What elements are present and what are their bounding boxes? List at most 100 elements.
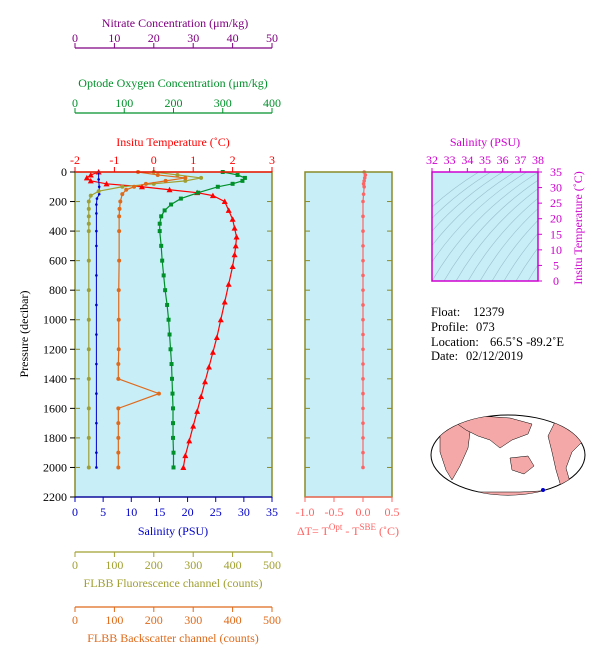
ts-density-contour <box>515 247 538 281</box>
pressure-axis-title: Pressure (decibar) <box>17 291 31 378</box>
salinity-point <box>95 451 98 454</box>
temperature-point <box>231 251 238 258</box>
oxygen-point <box>170 391 175 396</box>
backscatter-point <box>120 192 125 197</box>
oxygen-point <box>168 347 173 352</box>
salinity-point <box>95 392 98 395</box>
fluorescence-point <box>120 184 125 189</box>
salinity-point <box>95 362 98 366</box>
ts-temperature-tick-label: 20 <box>550 212 562 226</box>
oxygen-point <box>165 302 170 307</box>
ts-temperature-tick-label: 15 <box>550 227 562 241</box>
fluorescence-point <box>86 258 91 263</box>
delta-t-point <box>361 273 365 278</box>
oxygen-point <box>170 376 175 381</box>
ts-salinity-axis: 32 33 34 35 36 37 38 <box>426 153 544 172</box>
ts-density-contour <box>503 232 538 281</box>
fluorescence-point <box>86 199 91 204</box>
salinity-point <box>97 192 101 196</box>
fluorescence-point <box>86 406 91 411</box>
salinity-axis-tick-label: 35 <box>266 505 278 519</box>
ts-salinity-tick-label: 32 <box>426 153 438 167</box>
ts-salinity-axis-title: Salinity (PSU) <box>450 135 520 149</box>
fluorescence-point <box>86 221 91 226</box>
ts-temperature-axis-title: Insitu Temperature (˚C) <box>571 171 585 285</box>
backscatter-point <box>116 435 121 440</box>
oxygen-point <box>160 258 165 263</box>
salinity-point <box>97 178 100 181</box>
delta-t-point <box>361 465 365 470</box>
temperature-point <box>87 177 94 184</box>
oxygen-point <box>163 288 168 293</box>
fluorescence-point <box>86 206 91 211</box>
fluorescence-point <box>86 229 91 234</box>
temperature-point <box>103 180 110 187</box>
ts-density-contour <box>527 264 538 281</box>
fluorescence-point <box>86 465 91 470</box>
temperature-point <box>138 183 145 190</box>
date-label: Date: <box>431 349 458 363</box>
fluorescence-axis-tick-label: 500 <box>263 558 281 572</box>
temperature-axis-tick-label: 2 <box>230 153 236 167</box>
delta-t-label-part1: ΔT= T <box>297 524 330 538</box>
salinity-point <box>95 203 98 206</box>
salinity-point <box>95 244 98 248</box>
delta-t-point <box>361 258 365 263</box>
temperature-point <box>180 464 187 470</box>
ts-density-contour <box>432 172 504 232</box>
backscatter-line <box>117 171 186 468</box>
oxygen-point <box>171 465 176 470</box>
backscatter-axis-tick-label: 200 <box>145 613 163 627</box>
temperature-point <box>225 207 232 213</box>
oxygen-point <box>242 175 247 180</box>
delta-t-point <box>361 406 365 411</box>
temperature-point <box>198 393 205 400</box>
oxygen-point <box>171 406 176 411</box>
delta-t-axis-title: ΔT= TOpt - TSBE (˚C) <box>297 522 399 538</box>
pressure-tick-label: 600 <box>49 254 67 268</box>
fluorescence-axis-tick-label: 100 <box>105 558 123 572</box>
profile-series <box>83 169 247 470</box>
pressure-axis: 0 200 400 600 800 1000 1200 1400 1600 1800 2000 220… <box>43 165 75 504</box>
oxygen-point <box>161 273 166 278</box>
delta-t-point <box>361 436 365 440</box>
temperature-point <box>202 378 209 385</box>
backscatter-point <box>116 450 121 455</box>
temperature-point <box>87 171 94 178</box>
delta-t-point <box>362 184 366 189</box>
pressure-tick-label: 1600 <box>43 401 67 415</box>
backscatter-axis-tick-label: 400 <box>224 613 242 627</box>
fluorescence-point <box>86 347 91 352</box>
ts-density-contour <box>479 208 538 281</box>
salinity-point <box>95 466 98 469</box>
fluorescence-point <box>86 317 91 322</box>
pressure-tick-label: 1400 <box>43 372 67 386</box>
map-land-eurasia <box>451 415 533 449</box>
backscatter-point <box>132 184 137 189</box>
backscatter-point <box>116 376 121 381</box>
salinity-point <box>95 421 98 425</box>
pressure-tick-label: 1200 <box>43 342 67 356</box>
salinity-point <box>95 212 98 215</box>
ts-density-contour <box>443 179 538 281</box>
oxygen-point <box>240 178 245 183</box>
oxygen-point <box>169 362 174 367</box>
delta-t-point <box>361 288 365 292</box>
delta-t-tick-label: -0.5 <box>325 505 344 519</box>
delta-t-point <box>363 173 368 177</box>
profile-value: 073 <box>476 320 495 334</box>
oxygen-point <box>215 184 220 189</box>
ts-temperature-tick-label: 30 <box>550 181 562 195</box>
ts-salinity-tick-label: 34 <box>461 153 473 167</box>
ts-density-contour <box>432 172 516 247</box>
pressure-tick-label: 0 <box>61 165 67 179</box>
backscatter-point <box>116 406 121 411</box>
backscatter-point <box>118 199 123 204</box>
nitrate-axis-tick-label: 30 <box>187 31 199 45</box>
ts-temperature-tick-label: 25 <box>550 196 562 210</box>
date-value: 02/12/2019 <box>466 349 523 363</box>
oxygen-point <box>178 196 183 201</box>
ts-density-contour <box>455 188 538 281</box>
